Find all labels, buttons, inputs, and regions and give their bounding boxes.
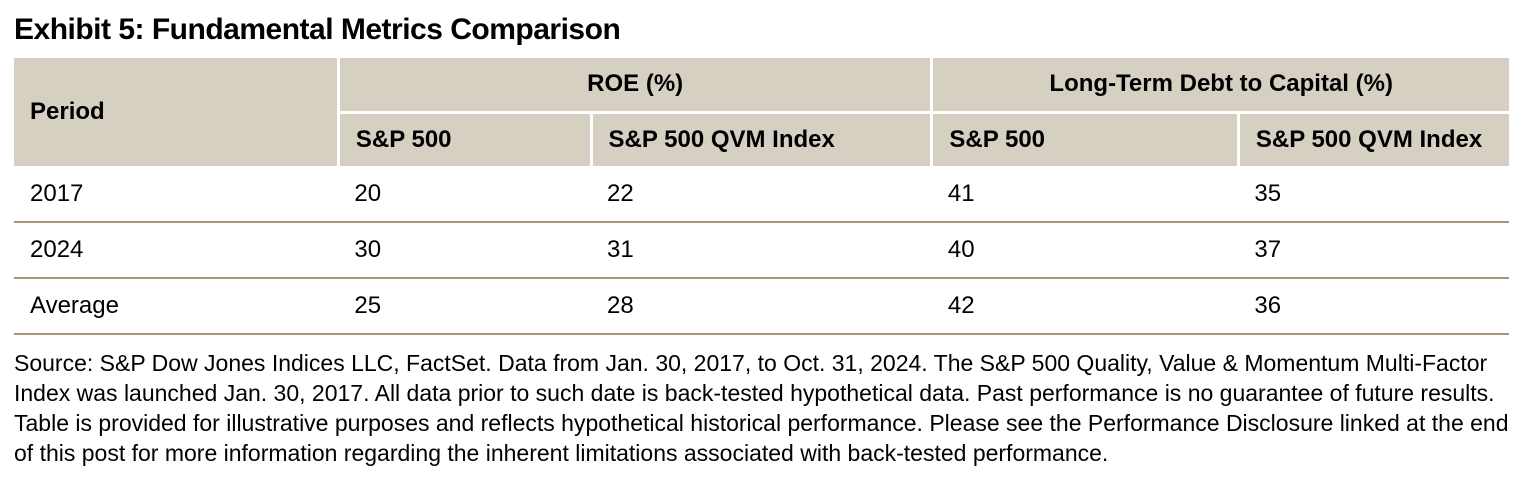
col-group-long-term-debt: Long-Term Debt to Capital (%) [930, 58, 1509, 114]
header-group-row: Period ROE (%) Long-Term Debt to Capital… [14, 58, 1509, 166]
col-group-roe: ROE (%) [336, 58, 932, 114]
col-header-ltd-sp500: S&P 500 [930, 112, 1239, 166]
table-row: 2017 20 22 41 35 [14, 166, 1509, 223]
value-cell: 25 [338, 278, 592, 335]
table-row: Average 25 28 42 36 [14, 278, 1509, 335]
table-header: Period ROE (%) Long-Term Debt to Capital… [14, 58, 1509, 166]
period-cell: Average [14, 278, 339, 335]
table-row: 2024 30 31 40 37 [14, 222, 1509, 279]
source-note: Source: S&P Dow Jones Indices LLC, FactS… [14, 350, 1509, 466]
value-cell: 28 [591, 278, 932, 335]
col-header-ltd-qvm-index: S&P 500 QVM Index [1236, 112, 1509, 166]
value-cell: 22 [591, 166, 932, 223]
exhibit-title: Exhibit 5: Fundamental Metrics Compariso… [14, 13, 621, 46]
col-header-roe-sp500: S&P 500 [336, 112, 592, 166]
value-cell: 41 [931, 166, 1239, 223]
table-body: 2017 20 22 41 35 2024 30 31 40 37 Averag… [14, 166, 1509, 335]
value-cell: 30 [338, 222, 592, 279]
value-cell: 20 [338, 166, 592, 223]
value-cell: 31 [591, 222, 932, 279]
col-header-roe-qvm-index: S&P 500 QVM Index [589, 112, 932, 166]
fundamental-metrics-table: Period ROE (%) Long-Term Debt to Capital… [14, 58, 1509, 335]
value-cell: 42 [931, 278, 1239, 335]
exhibit-page: Exhibit 5: Fundamental Metrics Compariso… [14, 13, 1509, 466]
header-sub-row: S&P 500 S&P 500 QVM Index S&P 500 S&P 50… [14, 112, 1509, 166]
value-cell: 40 [931, 222, 1239, 279]
value-cell: 36 [1238, 278, 1509, 335]
value-cell: 37 [1238, 222, 1509, 279]
period-cell: 2017 [14, 166, 339, 223]
col-header-period: Period [14, 58, 339, 166]
value-cell: 35 [1238, 166, 1509, 223]
period-cell: 2024 [14, 222, 339, 279]
